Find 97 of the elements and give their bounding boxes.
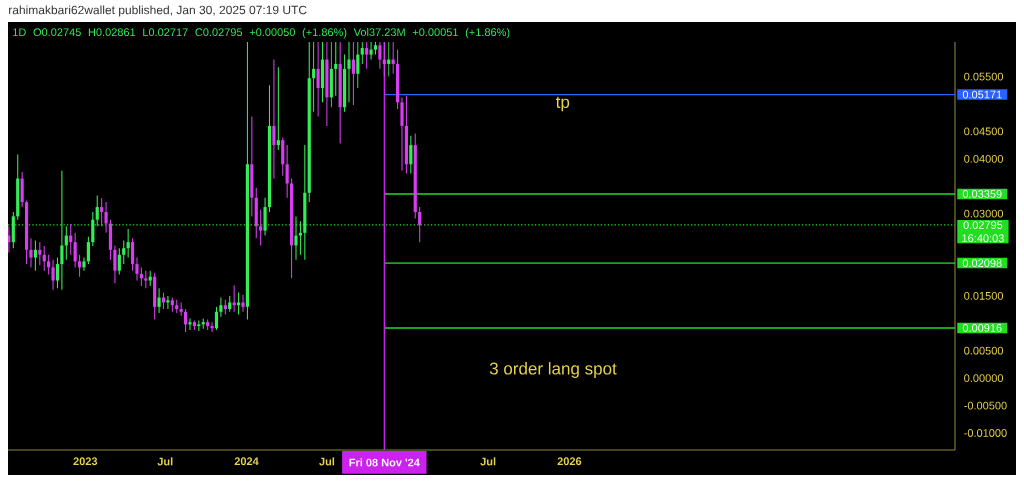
candlestick bbox=[254, 187, 258, 239]
candlestick bbox=[113, 244, 117, 284]
candlestick bbox=[82, 256, 86, 272]
candlestick bbox=[338, 41, 342, 144]
candlestick bbox=[86, 236, 90, 265]
candlestick bbox=[126, 228, 130, 259]
candlestick bbox=[77, 254, 82, 278]
candlestick bbox=[20, 171, 24, 208]
candlestick bbox=[365, 41, 369, 70]
y-tick-label: 0.05500 bbox=[964, 72, 1004, 81]
candlestick bbox=[281, 136, 285, 177]
candlestick bbox=[285, 144, 289, 199]
candlestick bbox=[312, 41, 316, 113]
candlestick bbox=[130, 237, 135, 272]
x-tick-label: Jul bbox=[319, 457, 335, 466]
candlestick bbox=[33, 239, 37, 272]
y-tick-label: -0.00500 bbox=[964, 401, 1007, 410]
annotation: tp bbox=[555, 96, 570, 112]
chart-subtitle: rahimakbari62wallet published, Jan 30, 2025 07:19 UTC bbox=[9, 5, 307, 17]
candlestick bbox=[241, 294, 245, 313]
y-tick-label: 0.00000 bbox=[964, 374, 1004, 383]
candlestick bbox=[395, 49, 400, 110]
candlestick bbox=[413, 133, 417, 220]
candlestick bbox=[95, 195, 99, 227]
data-label: 0.00916 bbox=[962, 324, 1002, 332]
x-tick-label: Jul bbox=[480, 457, 496, 466]
candlestick bbox=[47, 254, 51, 276]
candlestick bbox=[108, 219, 113, 261]
candlestick bbox=[29, 237, 33, 268]
candlestick bbox=[153, 272, 157, 321]
candlestick bbox=[369, 41, 373, 61]
candlestick bbox=[157, 287, 161, 314]
candlestick bbox=[307, 41, 311, 203]
candlestick bbox=[342, 54, 347, 113]
candlestick bbox=[232, 284, 236, 313]
candlestick bbox=[298, 220, 303, 256]
y-tick-label: 0.04500 bbox=[964, 127, 1004, 136]
y-tick-label: 0.04000 bbox=[964, 154, 1004, 163]
y-tick-label: 0.03000 bbox=[964, 209, 1004, 218]
x-tick-label: 2026 bbox=[557, 457, 582, 466]
candlestick bbox=[418, 206, 422, 243]
candlestick bbox=[250, 116, 254, 217]
data-label: 0.02098 bbox=[962, 259, 1002, 267]
candlestick bbox=[135, 256, 139, 282]
candlestick bbox=[356, 41, 360, 89]
candlestick bbox=[16, 153, 20, 221]
candlestick bbox=[245, 41, 250, 321]
candlestick bbox=[214, 306, 219, 331]
candlestick bbox=[263, 197, 267, 237]
x-tick-label: 2023 bbox=[73, 457, 98, 466]
candlestick bbox=[404, 95, 409, 175]
ref-line-label: 0.02795 16:40:03 bbox=[962, 221, 1004, 243]
candlestick bbox=[294, 215, 298, 261]
candlestick bbox=[334, 41, 338, 97]
candlestick bbox=[122, 239, 126, 265]
candlestick bbox=[236, 292, 241, 316]
candlestick bbox=[210, 321, 214, 333]
candlestick bbox=[320, 41, 325, 103]
candlestick bbox=[91, 211, 95, 247]
candlestick bbox=[400, 96, 404, 172]
x-tick-label: 2024 bbox=[234, 457, 259, 466]
candlestick bbox=[38, 241, 42, 266]
candlestick bbox=[259, 209, 263, 246]
candlestick bbox=[276, 66, 280, 151]
candlestick bbox=[60, 170, 64, 291]
candlestick bbox=[219, 297, 223, 318]
candlestick bbox=[55, 256, 60, 289]
candlestick bbox=[316, 41, 320, 118]
candlestick bbox=[303, 144, 307, 261]
annotation: 3 order lang spot bbox=[489, 362, 617, 378]
candlestick bbox=[351, 41, 356, 106]
candlestick bbox=[104, 201, 108, 234]
candlestick bbox=[100, 197, 104, 227]
candlestick bbox=[289, 178, 294, 279]
chart-title: 1D O0.02745 H0.02861 L0.02717 C0.02795 +0.00050 (+1.86%) Vol37.23M +0.00051 (+1.86%) bbox=[13, 28, 510, 39]
candlestick bbox=[347, 41, 351, 103]
y-tick-label: 0.01500 bbox=[964, 292, 1004, 300]
candlestick bbox=[117, 247, 121, 276]
data-label: 0.05171 bbox=[962, 90, 1002, 99]
candlestick bbox=[325, 41, 329, 127]
candlestick bbox=[73, 232, 77, 268]
candlestick bbox=[183, 308, 188, 333]
data-label: 0.03359 bbox=[962, 190, 1002, 198]
candlestick bbox=[360, 41, 364, 65]
candlestick bbox=[272, 59, 276, 180]
y-tick-label: 0.00500 bbox=[964, 346, 1004, 355]
candlestick bbox=[24, 199, 29, 265]
candlestick bbox=[51, 259, 55, 291]
candlestick bbox=[409, 135, 413, 175]
y-tick-label: -0.01000 bbox=[964, 429, 1007, 437]
x-tick-label: Jul bbox=[157, 457, 173, 466]
candlestick bbox=[188, 317, 192, 331]
candlestick bbox=[267, 84, 272, 213]
candlestick bbox=[378, 41, 382, 70]
ref-line-label: Fri 08 Nov '24 bbox=[349, 458, 420, 467]
candlestick bbox=[11, 211, 15, 249]
candlestick bbox=[166, 295, 170, 310]
